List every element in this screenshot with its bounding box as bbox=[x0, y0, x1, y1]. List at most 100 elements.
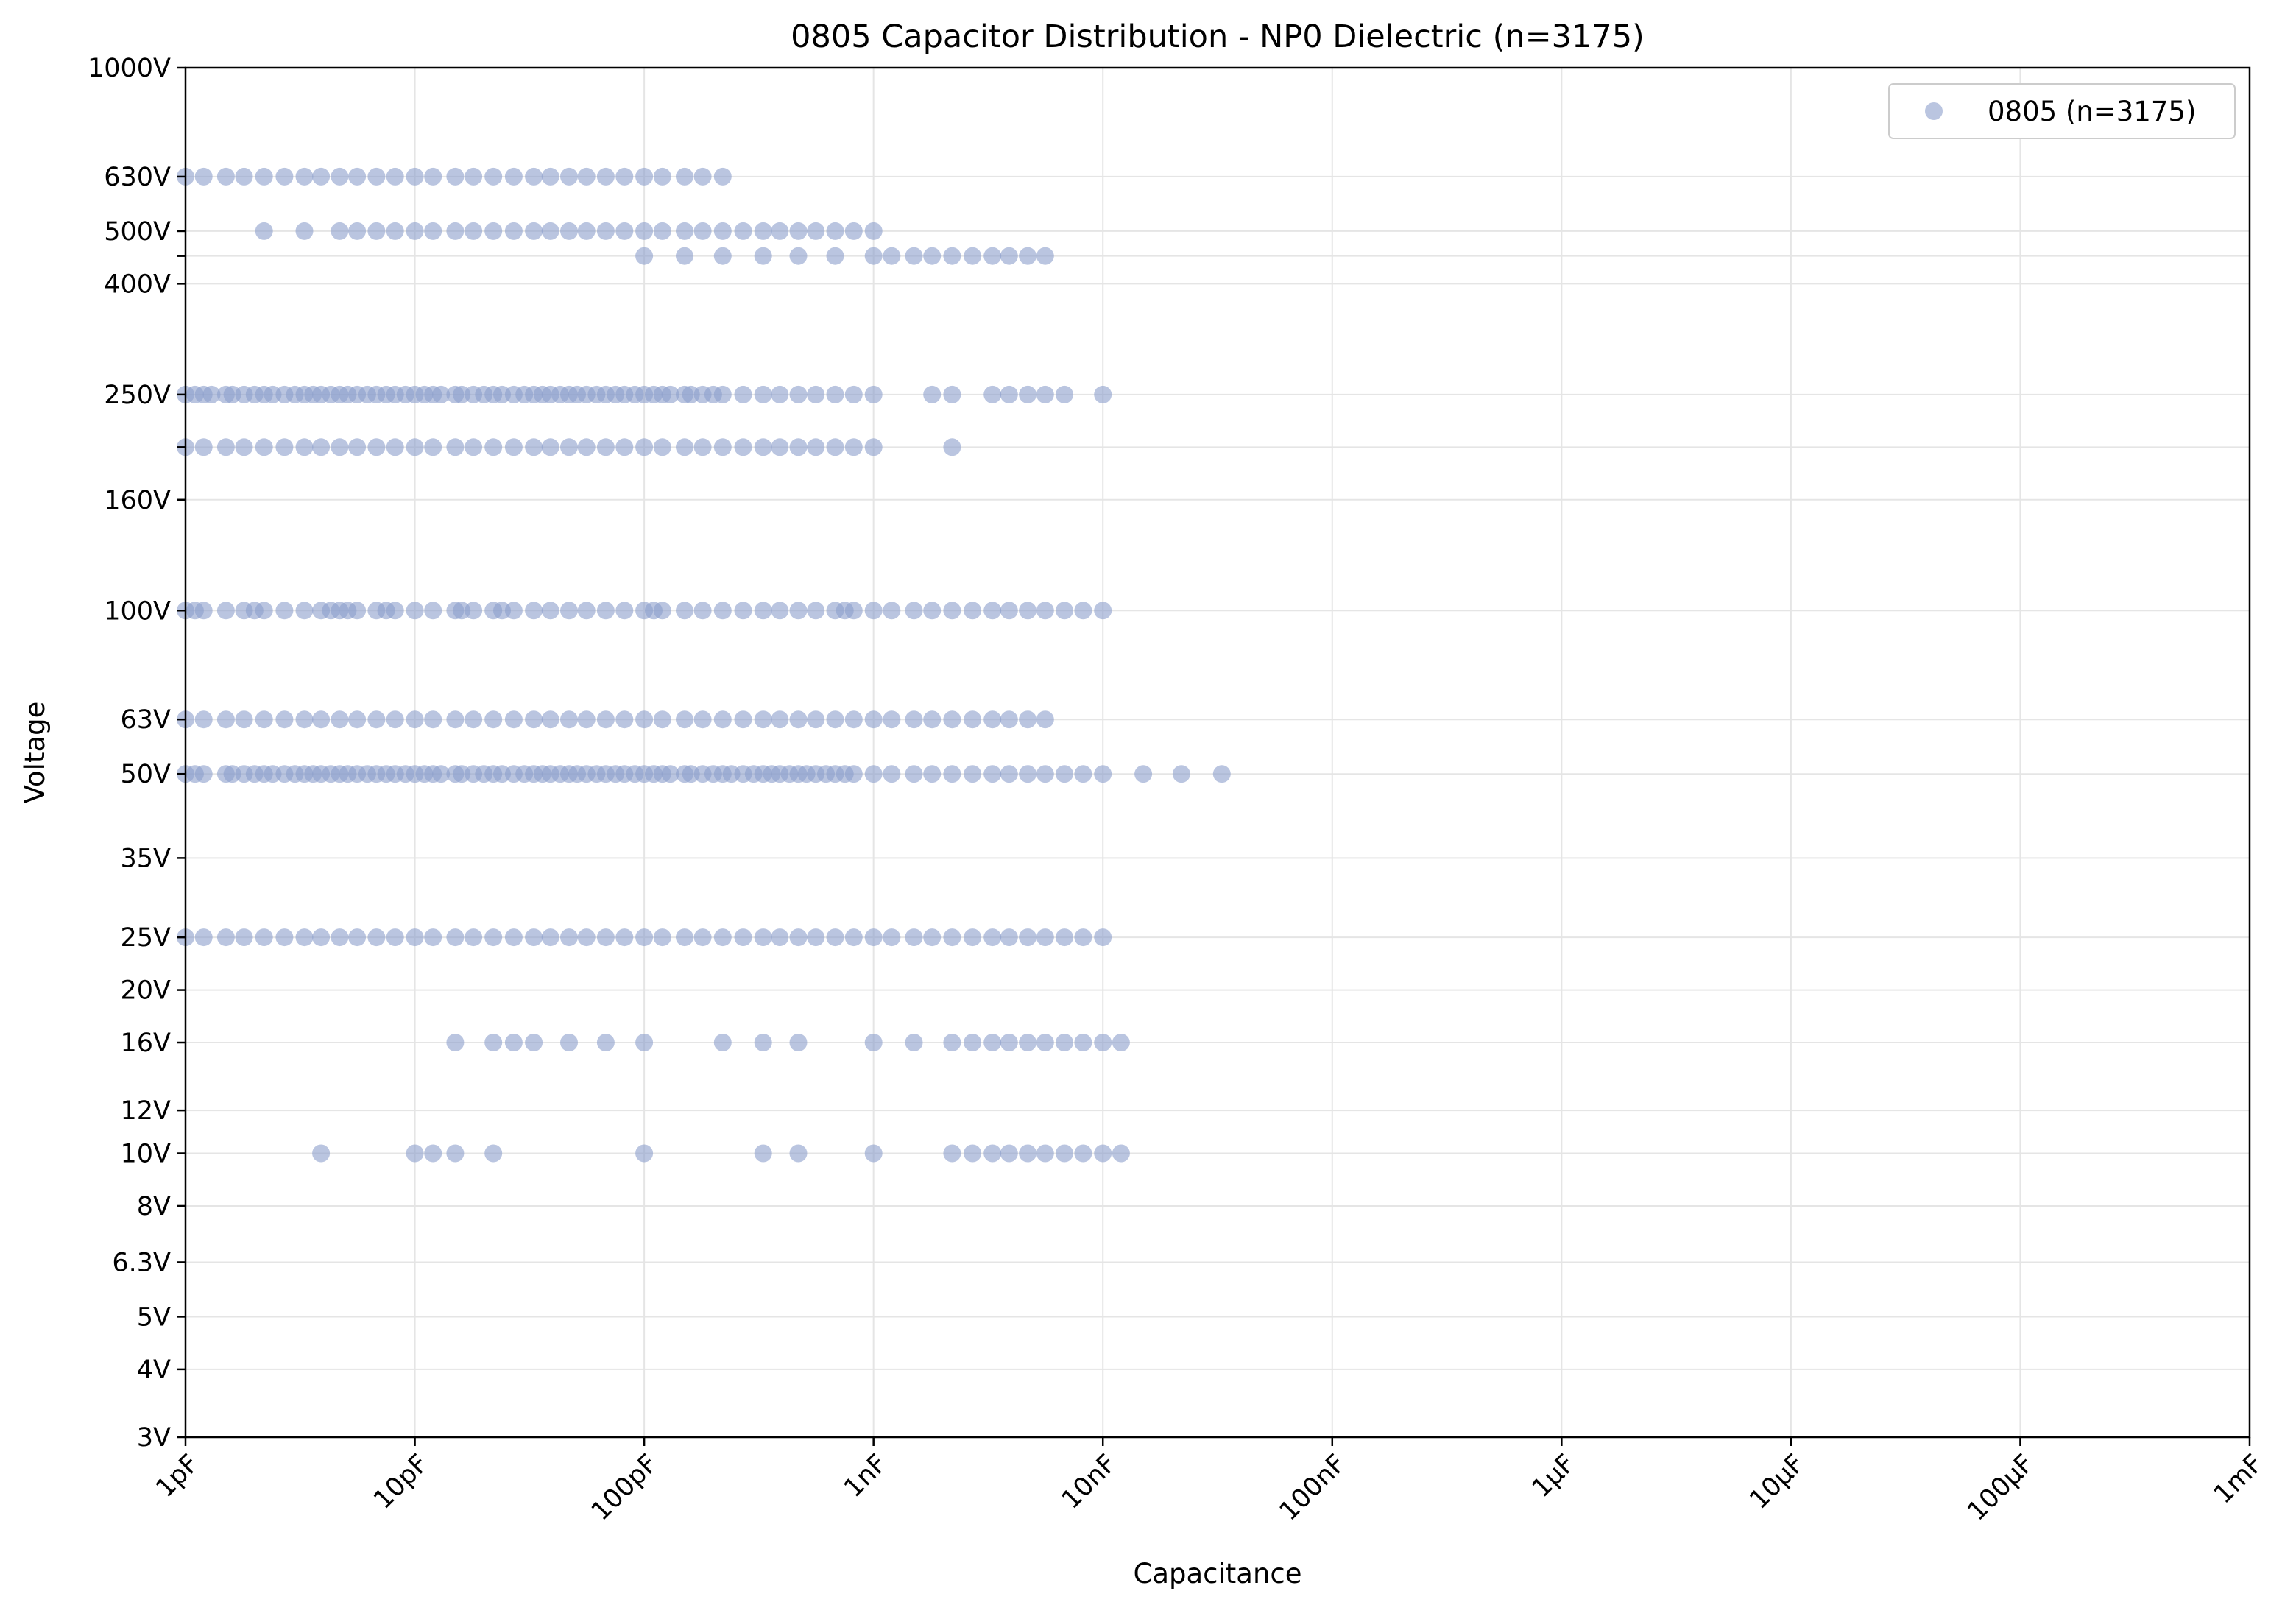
data-point bbox=[367, 438, 386, 456]
y-tick-label: 20V bbox=[121, 976, 172, 1006]
data-point bbox=[771, 385, 789, 403]
data-point bbox=[983, 928, 1002, 947]
data-point bbox=[255, 928, 273, 947]
data-point bbox=[653, 438, 671, 456]
data-point bbox=[1000, 1144, 1018, 1163]
data-point bbox=[194, 928, 213, 947]
data-point bbox=[771, 222, 789, 240]
data-point bbox=[386, 222, 404, 240]
data-point bbox=[577, 438, 596, 456]
data-point bbox=[864, 928, 883, 947]
data-point bbox=[734, 438, 752, 456]
data-point bbox=[255, 167, 273, 186]
data-point bbox=[504, 602, 523, 620]
data-point bbox=[943, 928, 961, 947]
data-point bbox=[807, 710, 825, 729]
data-point bbox=[560, 602, 578, 620]
data-point bbox=[1212, 765, 1231, 783]
data-point bbox=[504, 710, 523, 729]
data-point bbox=[275, 167, 294, 186]
data-point bbox=[596, 167, 615, 186]
y-tick-label: 4V bbox=[137, 1355, 171, 1385]
data-point bbox=[713, 928, 732, 947]
data-point bbox=[1000, 247, 1018, 265]
data-point bbox=[864, 1034, 883, 1051]
chart-title: 0805 Capacitor Distribution - NP0 Dielec… bbox=[791, 18, 1645, 55]
data-point bbox=[525, 222, 543, 240]
data-point bbox=[560, 1034, 578, 1051]
data-point bbox=[577, 167, 596, 186]
data-point bbox=[807, 438, 825, 456]
data-point bbox=[348, 928, 367, 947]
data-point bbox=[653, 602, 671, 620]
data-point bbox=[807, 602, 825, 620]
y-tick-label: 16V bbox=[121, 1029, 172, 1058]
data-point bbox=[541, 167, 559, 186]
data-point bbox=[1074, 602, 1092, 620]
data-point bbox=[635, 928, 654, 947]
data-point bbox=[754, 710, 772, 729]
data-point bbox=[1019, 765, 1037, 783]
data-point bbox=[424, 1144, 442, 1163]
data-point bbox=[216, 602, 235, 620]
data-point bbox=[826, 247, 844, 265]
data-point bbox=[504, 928, 523, 947]
data-point bbox=[1074, 1034, 1092, 1051]
data-point bbox=[807, 928, 825, 947]
data-point bbox=[713, 1034, 732, 1051]
data-point bbox=[596, 222, 615, 240]
data-point bbox=[194, 602, 213, 620]
data-point bbox=[525, 710, 543, 729]
data-point bbox=[943, 1034, 961, 1051]
data-point bbox=[905, 602, 923, 620]
legend: 0805 (n=3175) bbox=[1888, 83, 2236, 139]
data-point bbox=[635, 1144, 654, 1163]
data-point bbox=[923, 385, 942, 403]
data-point bbox=[789, 602, 808, 620]
data-point bbox=[446, 438, 465, 456]
data-point bbox=[348, 438, 367, 456]
grid-lines bbox=[185, 67, 2250, 1438]
data-point bbox=[386, 602, 404, 620]
data-point bbox=[844, 765, 863, 783]
data-point bbox=[560, 928, 578, 947]
data-point bbox=[713, 385, 732, 403]
y-tick-label: 8V bbox=[137, 1192, 171, 1221]
y-tick-label: 50V bbox=[121, 760, 172, 789]
data-point bbox=[560, 167, 578, 186]
data-point bbox=[1056, 602, 1073, 620]
data-point bbox=[635, 222, 654, 240]
data-point bbox=[864, 1144, 883, 1163]
data-point bbox=[826, 438, 844, 456]
data-point bbox=[826, 222, 844, 240]
data-point bbox=[1172, 765, 1190, 783]
data-point bbox=[525, 167, 543, 186]
data-point bbox=[295, 222, 314, 240]
data-point bbox=[1094, 765, 1112, 783]
data-point bbox=[983, 602, 1002, 620]
x-axis-label: Capacitance bbox=[1133, 1558, 1301, 1590]
data-point bbox=[255, 222, 273, 240]
y-tick-label: 5V bbox=[137, 1302, 171, 1332]
data-point bbox=[1036, 247, 1054, 265]
data-point bbox=[386, 167, 404, 186]
data-point bbox=[424, 167, 442, 186]
data-point bbox=[1000, 765, 1018, 783]
data-point bbox=[577, 928, 596, 947]
data-point bbox=[484, 710, 503, 729]
data-point bbox=[446, 167, 465, 186]
data-point bbox=[883, 602, 901, 620]
data-point bbox=[194, 167, 213, 186]
data-point bbox=[367, 928, 386, 947]
data-point bbox=[275, 438, 294, 456]
data-point bbox=[1074, 1144, 1092, 1163]
data-point bbox=[864, 602, 883, 620]
data-point bbox=[295, 710, 314, 729]
data-point bbox=[807, 222, 825, 240]
data-point bbox=[541, 928, 559, 947]
data-point bbox=[1019, 1034, 1037, 1051]
data-point bbox=[386, 928, 404, 947]
data-point bbox=[844, 438, 863, 456]
data-point bbox=[864, 438, 883, 456]
data-point bbox=[424, 222, 442, 240]
